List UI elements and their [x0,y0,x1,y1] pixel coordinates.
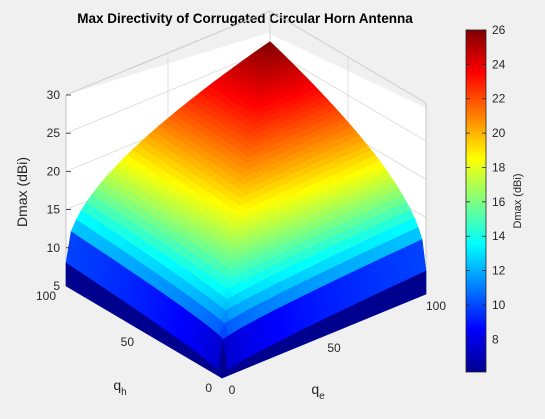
x-axis-label-main: q [311,381,319,397]
y-axis-label-sub: h [121,387,127,398]
chart-title: Max Directivity of Corrugated Circular H… [77,11,413,26]
directivity-surface [65,41,427,379]
x-tick-label: 100 [426,299,446,313]
svg-text:qe: qe [311,381,325,402]
y-axis-label-main: q [113,377,121,393]
colorbar-label: Dmax (dBi) [512,173,524,228]
colorbar-tick-label: 24 [492,57,506,71]
x-tick-label: 50 [327,341,341,355]
y-tick-label: 0 [205,381,212,395]
colorbar-tick-label: 18 [492,160,506,174]
y-tick-label: 50 [121,335,135,349]
colorbar-tick-label: 10 [492,298,506,312]
y-tick-label: 100 [36,289,56,303]
x-tick-label: 0 [229,383,236,397]
colorbar-tick-label: 20 [492,126,506,140]
colorbar-tick-label: 14 [492,229,506,243]
colorbar: 8 10 12 14 16 18 20 22 24 26 Dmax (dBi) [465,23,524,373]
colorbar-tick-label: 8 [492,332,499,346]
surface-wall-qh [65,262,223,379]
colorbar-tick-label: 26 [492,23,506,37]
colorbar-tick-label: 12 [492,264,506,278]
y-axis-label: qh [113,377,126,398]
x-axis-label-sub: e [319,391,325,402]
z-tick-label: 5 [53,279,60,293]
colorbar-tick-label: 22 [492,92,506,106]
z-tick-label: 25 [47,126,61,140]
colorbar-tick-label: 16 [492,195,506,209]
z-tick-label: 30 [47,88,61,102]
z-tick-label: 10 [47,241,61,255]
z-axis-label: Dmax (dBi) [14,157,30,227]
z-tick-label: 20 [47,164,61,178]
svg-text:qh: qh [113,377,126,398]
colorbar-ticks: 8 10 12 14 16 18 20 22 24 26 [466,23,506,346]
axis-ticks: 5 10 15 20 25 30 0 50 100 0 50 100 [36,88,446,397]
z-tick-label: 15 [47,203,61,217]
surface-wall-qe [221,270,427,379]
x-axis-label: qe [311,381,325,402]
colorbar-gradient [465,29,487,373]
